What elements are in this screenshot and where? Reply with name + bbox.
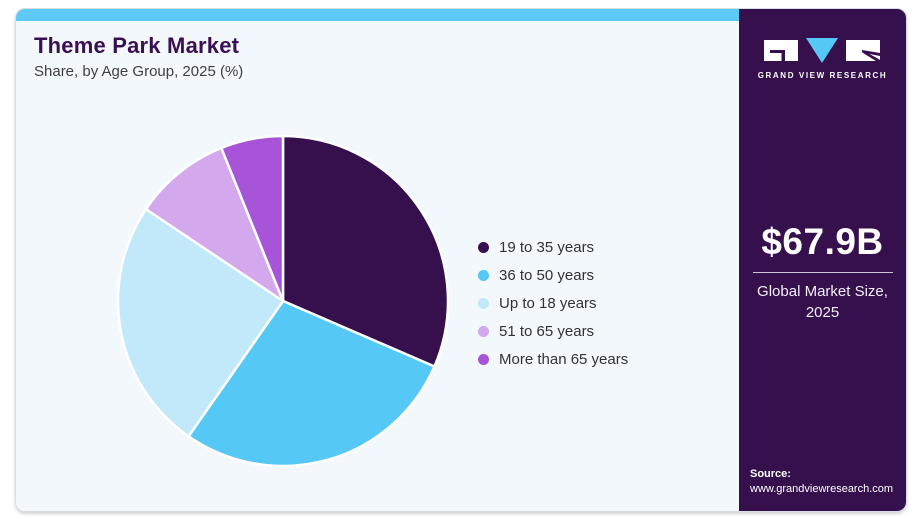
legend-label: 36 to 50 years [499, 266, 595, 284]
chart-legend: 19 to 35 years 36 to 50 years Up to 18 yea… [478, 233, 628, 373]
top-accent-bar [16, 9, 739, 21]
sidebar: GRAND VIEW RESEARCH $67.9B Global Market… [739, 9, 906, 511]
legend-swatch-icon [478, 241, 489, 253]
pie-chart-container [115, 133, 451, 469]
market-size-block: $67.9B Global Market Size, 2025 [739, 221, 906, 323]
page-subtitle: Share, by Age Group, 2025 (%) [34, 63, 244, 80]
legend-label: 51 to 65 years [499, 322, 595, 340]
legend-item: 19 to 35 years [478, 233, 628, 261]
pie-slice-0 [281, 134, 450, 368]
chart-panel: Theme Park Market Share, by Age Group, 2… [16, 9, 739, 511]
logo-v-icon [805, 38, 838, 63]
infographic-card: Theme Park Market Share, by Age Group, 2… [15, 8, 907, 512]
legend-item: Up to 18 years [478, 289, 628, 317]
logo-g-icon [763, 40, 798, 61]
legend-item: 36 to 50 years [478, 261, 628, 289]
market-size-divider [752, 272, 893, 273]
market-size-label-line1: Global Market Size, [757, 283, 888, 300]
legend-label: 19 to 35 years [499, 238, 595, 256]
pie-slice-3 [144, 146, 285, 303]
pie-slice-2 [116, 207, 285, 438]
page-title: Theme Park Market [34, 33, 240, 58]
legend-item: More than 65 years [478, 345, 628, 373]
pie-slice-1 [187, 299, 436, 468]
legend-swatch-icon [478, 297, 489, 309]
logo-r-icon [845, 40, 882, 61]
pie-chart [116, 134, 450, 468]
source-url: www.grandviewresearch.com [750, 483, 894, 495]
legend-label: Up to 18 years [499, 294, 597, 312]
legend-item: 51 to 65 years [478, 317, 628, 345]
pie-slice-4 [220, 134, 285, 303]
gvr-logo: GRAND VIEW RESEARCH [739, 35, 906, 80]
market-size-value: $67.9B [761, 221, 884, 262]
source-label: Source: [750, 468, 791, 480]
legend-swatch-icon [478, 269, 489, 281]
legend-swatch-icon [478, 325, 489, 337]
logo-wordmark: GRAND VIEW RESEARCH [757, 71, 888, 80]
gvr-logo-mark-icon [763, 38, 882, 63]
market-size-label-line2: 2025 [805, 304, 840, 321]
legend-swatch-icon [478, 353, 489, 365]
legend-label: More than 65 years [499, 350, 629, 368]
market-size-label: Global Market Size, 2025 [739, 281, 906, 323]
source-block: Source: www.grandviewresearch.com [750, 468, 893, 495]
